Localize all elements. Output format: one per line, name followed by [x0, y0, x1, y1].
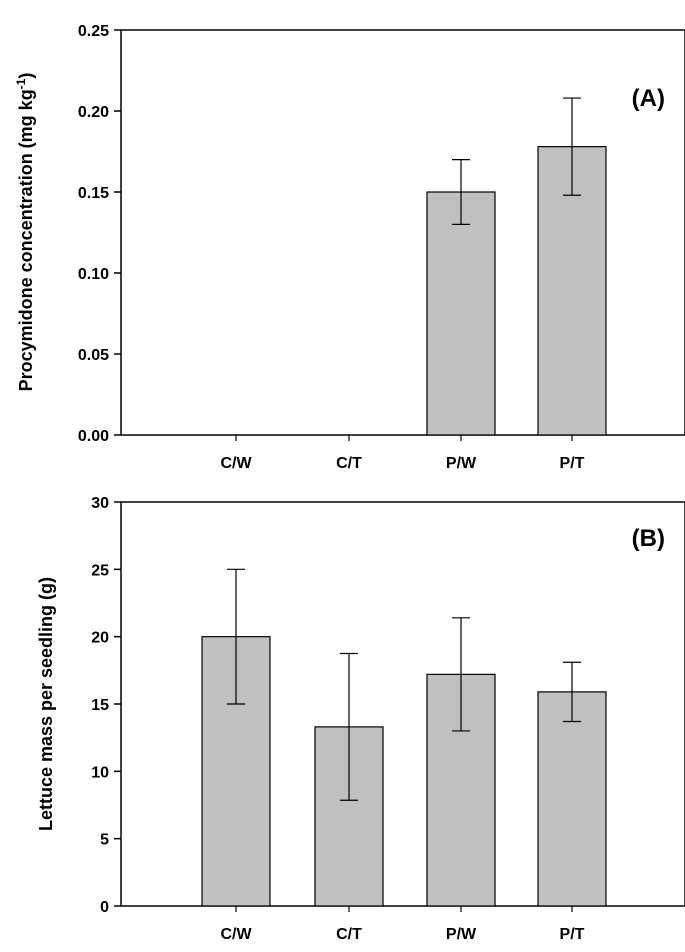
panel-b-x-tick-label: C/W — [220, 926, 252, 943]
panel-a-y-tick-label: 0.15 — [78, 185, 109, 202]
panel-b-y-tick-label: 20 — [91, 630, 109, 647]
panel-b-x-tick-label: P/W — [446, 926, 477, 943]
panel-a-chart: 0.00 0.05 0.10 0.15 0.20 0.25 C/W C/T P/W P/T (A… — [14, 23, 685, 472]
panel-b-y-ticks: 0 5 10 15 20 25 30 — [91, 495, 121, 916]
panel-a-error-bar-p-w — [452, 159, 470, 225]
panel-a-error-bars — [452, 97, 581, 225]
panel-b-label: (B) — [632, 525, 665, 552]
panel-a-y-tick-label: 0.00 — [78, 428, 109, 445]
panel-a-y-tick-label: 0.25 — [78, 23, 109, 40]
panel-a-x-tick-labels: C/W C/T P/W P/T — [220, 435, 585, 472]
panel-b-y-tick-label: 5 — [100, 832, 109, 849]
panel-b-x-tick-labels: C/W C/T P/W P/T — [220, 906, 585, 943]
panel-b-y-axis-title: Lettuce mass per seedling (g) — [36, 577, 56, 831]
panel-b-x-tick-label: P/T — [560, 926, 585, 943]
panel-b-error-bar-c-w — [227, 568, 245, 705]
panel-a-y-tick-label: 0.20 — [78, 104, 109, 121]
panel-b-y-tick-label: 0 — [100, 899, 109, 916]
panel-a-y-axis-title: Procymidone concentration (mg kg-1) — [14, 73, 36, 392]
panel-a-error-bar-p-t — [563, 97, 581, 196]
panel-a-x-tick-label: P/W — [446, 455, 477, 472]
panel-b-y-tick-label: 30 — [91, 495, 109, 512]
panel-b-y-tick-label: 10 — [91, 764, 109, 781]
panel-b-y-tick-label: 15 — [91, 697, 109, 714]
panel-a-bar-p-w — [426, 191, 496, 436]
panel-a-x-tick-label: C/T — [336, 455, 362, 472]
panel-a-frame — [120, 29, 685, 436]
panel-b-y-tick-label: 25 — [91, 562, 109, 579]
panel-b-bar-p-t — [537, 691, 607, 907]
panel-a-x-tick-label: P/T — [560, 455, 585, 472]
panel-b-error-bar-p-w — [452, 617, 470, 732]
panel-a-y-ticks: 0.00 0.05 0.10 0.15 0.20 0.25 — [78, 23, 121, 445]
panel-b-error-bar-p-t — [563, 661, 581, 723]
panel-a-label: (A) — [632, 85, 665, 112]
panel-a-y-tick-label: 0.05 — [78, 347, 109, 364]
panel-b-chart: 0 5 10 15 20 25 30 C/W C/T P/W P/T (B) Lettuce ma… — [36, 495, 685, 943]
panel-a-y-tick-label: 0.10 — [78, 266, 109, 283]
panel-a-bars — [426, 146, 607, 436]
panel-b-error-bar-c-t — [340, 652, 358, 801]
panel-b-x-tick-label: C/T — [336, 926, 362, 943]
panel-a-x-tick-label: C/W — [220, 455, 252, 472]
panel-b-bars — [201, 636, 607, 907]
panel-b-error-bars — [227, 568, 581, 801]
